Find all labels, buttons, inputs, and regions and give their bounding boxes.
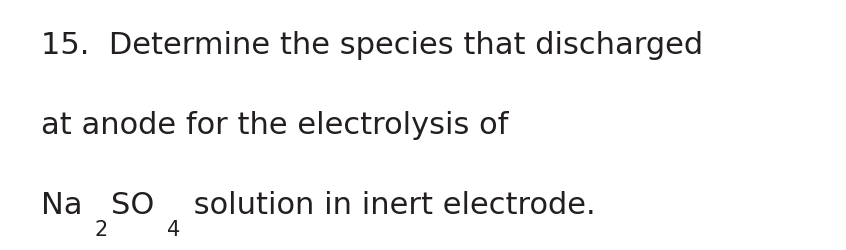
Text: at anode for the electrolysis of: at anode for the electrolysis of <box>41 110 508 140</box>
Text: SO: SO <box>112 190 155 220</box>
Text: solution in inert electrode.: solution in inert electrode. <box>184 190 596 220</box>
Text: Na: Na <box>41 190 82 220</box>
Text: 2: 2 <box>94 220 107 240</box>
Text: 15.  Determine the species that discharged: 15. Determine the species that discharge… <box>41 30 703 60</box>
Text: 4: 4 <box>168 220 180 240</box>
